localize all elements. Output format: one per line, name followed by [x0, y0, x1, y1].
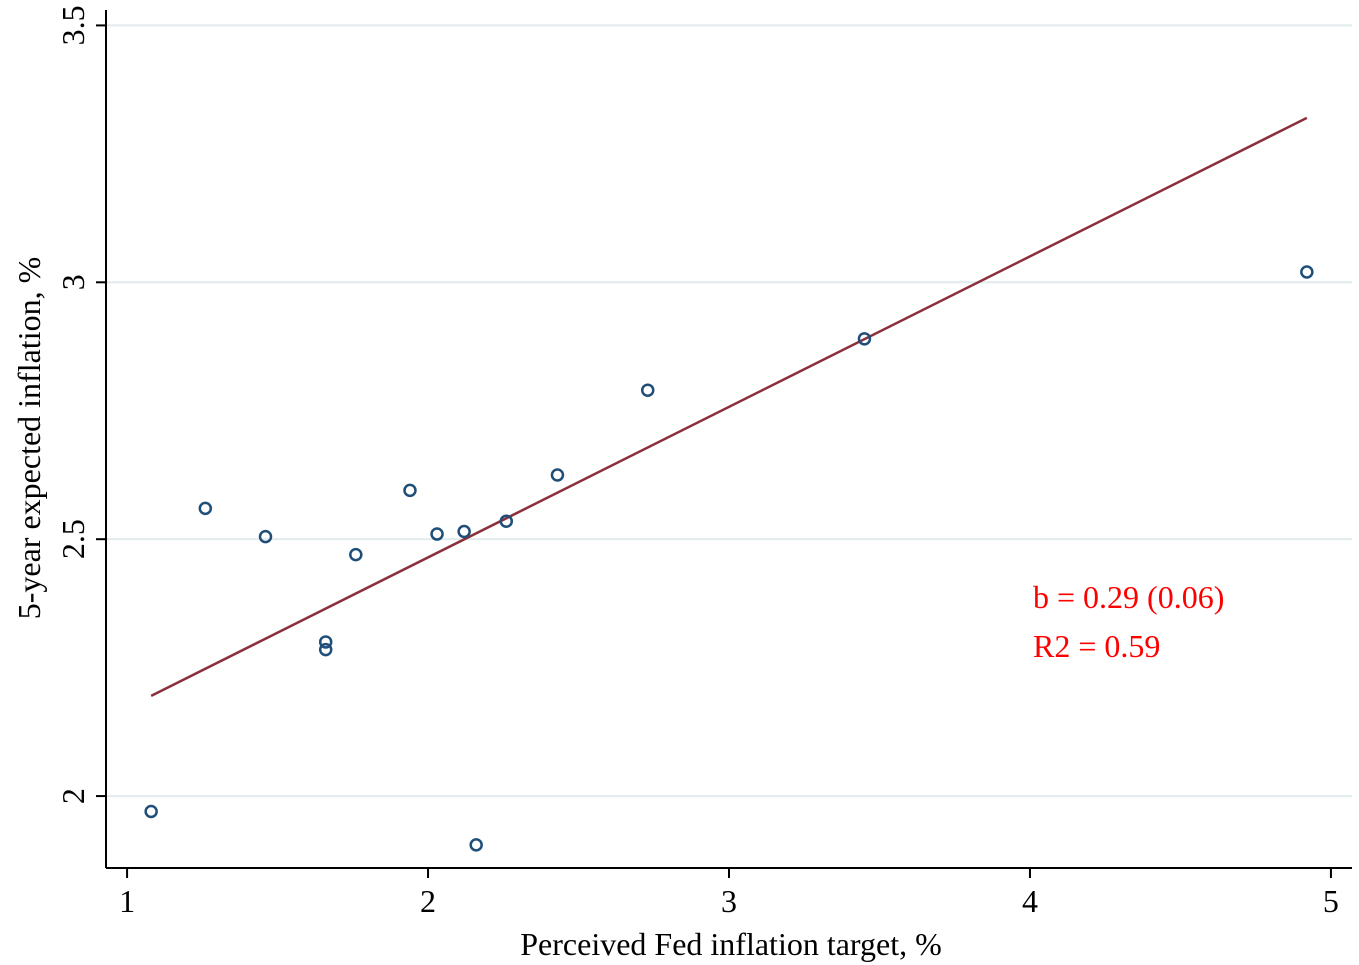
axes	[96, 10, 1352, 878]
y-tick-label: 2.5	[55, 519, 91, 559]
data-point	[640, 383, 655, 397]
data-point	[857, 332, 872, 346]
tick-labels: 1 2 3 4 5 2 2.5 3 3.5	[55, 5, 1339, 919]
grid-lines	[106, 24, 1352, 798]
data-point	[318, 635, 333, 649]
y-tick-label: 3.5	[55, 5, 91, 45]
data-point	[349, 547, 363, 562]
x-tick-label: 4	[1022, 883, 1038, 919]
data-points	[144, 265, 1314, 852]
x-tick-label: 5	[1323, 883, 1339, 919]
data-point	[430, 527, 444, 541]
data-point	[403, 483, 417, 498]
data-point	[550, 468, 565, 482]
x-axis-title: Perceived Fed inflation target, %	[520, 926, 942, 962]
x-tick-label: 1	[119, 883, 135, 919]
x-tick-label: 3	[721, 883, 737, 919]
y-axis-title: 5-year expected inflation, %	[11, 257, 47, 620]
data-point	[318, 642, 333, 657]
fit-line	[150, 116, 1308, 698]
data-point	[1300, 265, 1314, 279]
fit-line-group	[150, 116, 1308, 698]
annotation-r2: R2 = 0.59	[1033, 628, 1160, 664]
x-tick-label: 2	[420, 883, 436, 919]
annotation-slope: b = 0.29 (0.06)	[1033, 579, 1224, 615]
data-point	[457, 524, 471, 539]
data-point	[258, 529, 273, 544]
data-point	[198, 501, 213, 516]
data-point	[144, 804, 158, 819]
data-point	[499, 514, 514, 528]
data-point	[469, 838, 483, 852]
y-tick-label: 2	[55, 788, 91, 804]
y-tick-label: 3	[55, 274, 91, 290]
